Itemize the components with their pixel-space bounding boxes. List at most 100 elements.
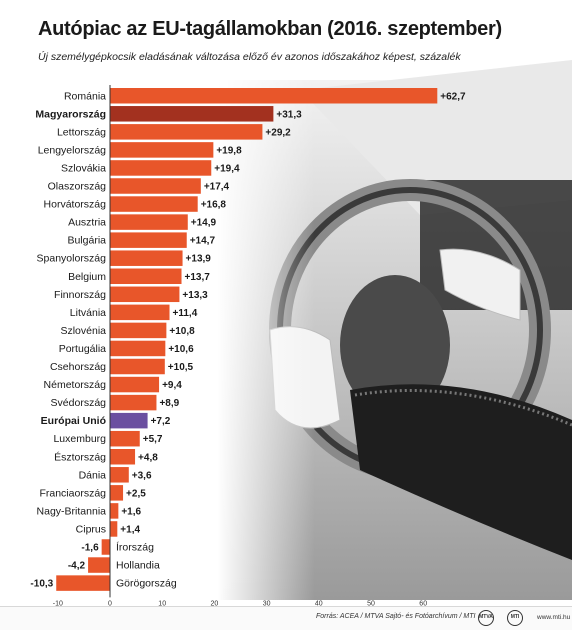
value-label-4: +19,4 — [214, 163, 240, 174]
bar-13 — [110, 322, 167, 339]
footer: Forrás: ACEA / MTVA Sajtó- és Fotóarchív… — [0, 606, 572, 630]
category-label-22: Franciaország — [39, 487, 106, 499]
bar-2 — [110, 124, 263, 140]
mtva-logo: MTVA — [478, 610, 494, 626]
category-label-14: Portugália — [59, 343, 106, 355]
source-note: Forrás: ACEA / MTVA Sajtó- és Fotóarchív… — [316, 613, 476, 620]
category-label-3: Lengyelország — [38, 144, 106, 156]
category-label-2: Lettország — [57, 126, 106, 138]
x-tick-label-6: 50 — [367, 600, 375, 607]
value-label-14: +10,6 — [168, 344, 194, 355]
bar-15 — [110, 358, 165, 375]
value-label-24: +1,4 — [120, 524, 140, 535]
bar-23 — [110, 503, 119, 519]
value-label-5: +17,4 — [204, 182, 230, 193]
x-tick-label-5: 40 — [315, 600, 323, 607]
category-label-6: Horvátország — [44, 199, 107, 211]
bar-3 — [110, 142, 214, 158]
x-tick-label-1: 0 — [108, 600, 112, 607]
value-label-10: +13,7 — [185, 272, 211, 283]
value-label-27: -10,3 — [30, 579, 53, 590]
bar-12 — [110, 304, 170, 321]
bar-26 — [88, 557, 110, 573]
value-label-16: +9,4 — [162, 380, 182, 391]
value-label-6: +16,8 — [201, 200, 227, 211]
bar-24 — [110, 521, 118, 537]
category-label-21: Dánia — [79, 469, 107, 481]
category-label-25: Írország — [116, 541, 154, 554]
bar-9 — [110, 250, 183, 266]
x-tick-label-7: 60 — [419, 600, 427, 607]
value-label-15: +10,5 — [168, 362, 194, 373]
category-label-16: Németország — [44, 379, 107, 391]
category-label-19: Luxemburg — [53, 433, 106, 445]
value-label-21: +3,6 — [132, 470, 152, 481]
bar-10 — [110, 268, 182, 284]
bar-1 — [110, 106, 274, 122]
value-label-22: +2,5 — [126, 488, 146, 499]
bar-4 — [110, 160, 212, 176]
bar-14 — [110, 340, 166, 357]
category-label-1: Magyarország — [35, 108, 106, 120]
value-label-3: +19,8 — [216, 145, 242, 156]
value-label-0: +62,7 — [440, 91, 466, 102]
bar-17 — [110, 394, 157, 411]
mti-logo: MTI — [507, 610, 523, 626]
value-label-18: +7,2 — [151, 416, 171, 427]
chart-subtitle: Új személygépkocsik eladásának változása… — [38, 51, 461, 63]
category-label-27: Görögország — [116, 578, 177, 590]
value-label-12: +11,4 — [173, 308, 198, 319]
category-label-9: Spanyolország — [37, 253, 107, 265]
value-label-7: +14,9 — [191, 218, 217, 229]
bar-25 — [101, 539, 110, 555]
category-label-0: Románia — [64, 90, 106, 102]
chart-title: Autópiac az EU-tagállamokban (2016. szep… — [38, 18, 502, 40]
bar-20 — [110, 449, 136, 465]
value-label-26: -4,2 — [68, 561, 86, 572]
bar-5 — [110, 178, 201, 194]
value-label-8: +14,7 — [190, 236, 216, 247]
value-label-2: +29,2 — [265, 127, 291, 138]
category-label-15: Csehország — [50, 361, 106, 373]
bar-18 — [110, 412, 148, 429]
category-label-4: Szlovákia — [61, 162, 106, 174]
category-label-24: Ciprus — [76, 523, 106, 535]
category-label-13: Szlovénia — [60, 325, 106, 337]
x-tick-label-4: 30 — [263, 600, 271, 607]
bar-8 — [110, 232, 187, 248]
category-label-7: Ausztria — [68, 217, 106, 229]
bar-22 — [110, 485, 124, 501]
category-label-11: Finnország — [54, 289, 106, 301]
bar-0 — [110, 88, 438, 104]
category-label-18: Európai Unió — [41, 415, 106, 427]
value-label-9: +13,9 — [186, 254, 212, 265]
value-label-23: +1,6 — [121, 506, 141, 517]
x-tick-label-2: 10 — [158, 600, 166, 607]
value-label-11: +13,3 — [182, 290, 208, 301]
bar-27 — [56, 575, 110, 591]
category-label-5: Olaszország — [48, 181, 107, 193]
category-label-23: Nagy-Britannia — [37, 505, 107, 517]
bar-21 — [110, 467, 129, 483]
bar-11 — [110, 286, 180, 303]
category-label-17: Svédország — [51, 397, 107, 409]
bar-7 — [110, 214, 188, 230]
bar-19 — [110, 430, 140, 447]
x-tick-label-3: 20 — [211, 600, 219, 607]
bar-6 — [110, 196, 198, 212]
footer-url: www.mti.hu — [537, 614, 571, 621]
value-label-13: +10,8 — [169, 326, 195, 337]
x-tick-label-0: -10 — [53, 600, 63, 607]
value-label-19: +5,7 — [143, 434, 163, 445]
value-label-25: -1,6 — [81, 543, 99, 554]
category-label-26: Hollandia — [116, 560, 160, 572]
value-label-20: +4,8 — [138, 452, 158, 463]
category-label-10: Belgium — [68, 271, 106, 283]
bar-16 — [110, 376, 160, 393]
value-label-17: +8,9 — [159, 398, 179, 409]
value-label-1: +31,3 — [276, 109, 302, 120]
category-label-12: Litvánia — [70, 307, 106, 319]
